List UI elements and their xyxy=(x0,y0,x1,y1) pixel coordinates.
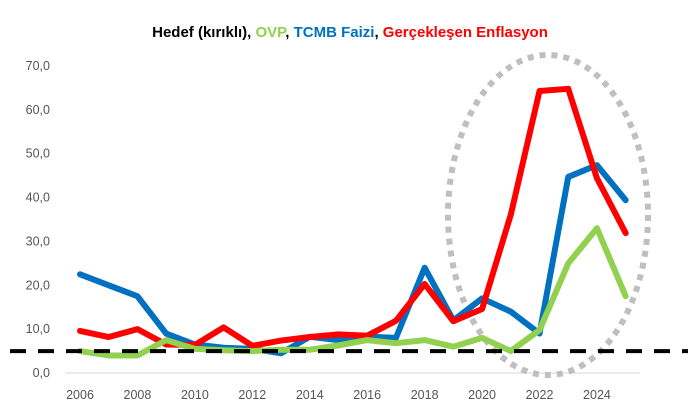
title-part: OVP xyxy=(255,24,286,41)
y-tick-label: 60,0 xyxy=(26,103,50,117)
highlight-ellipse xyxy=(445,52,651,378)
title-part: , xyxy=(247,24,256,41)
title-part: , xyxy=(374,24,383,41)
x-tick-label: 2010 xyxy=(181,388,209,402)
title-part: Gerçekleşen Enflasyon xyxy=(382,24,548,41)
x-tick-label: 2012 xyxy=(238,388,266,402)
x-tick-label: 2008 xyxy=(124,388,152,402)
title-part: Hedef (kırıklı) xyxy=(152,24,248,41)
x-tick-label: 2024 xyxy=(583,388,611,402)
x-tick-label: 2006 xyxy=(66,388,94,402)
x-tick-label: 2020 xyxy=(468,388,496,402)
y-tick-label: 70,0 xyxy=(26,59,50,73)
y-tick-label: 20,0 xyxy=(26,278,50,292)
y-tick-label: 30,0 xyxy=(26,234,50,248)
y-tick-label: 40,0 xyxy=(26,191,50,205)
series-line-2 xyxy=(77,225,629,359)
x-tick-label: 2014 xyxy=(296,388,324,402)
y-tick-label: 10,0 xyxy=(26,322,50,336)
x-tick-label: 2022 xyxy=(526,388,554,402)
title-part: , xyxy=(285,24,294,41)
chart-title: Hedef (kırıklı), OVP, TCMB Faizi, Gerçek… xyxy=(0,24,700,41)
y-tick-label: 50,0 xyxy=(26,147,50,161)
title-part: TCMB Faizi xyxy=(293,24,375,41)
x-tick-label: 2018 xyxy=(411,388,439,402)
x-tick-label: 2016 xyxy=(353,388,381,402)
y-tick-label: 0,0 xyxy=(33,366,50,380)
